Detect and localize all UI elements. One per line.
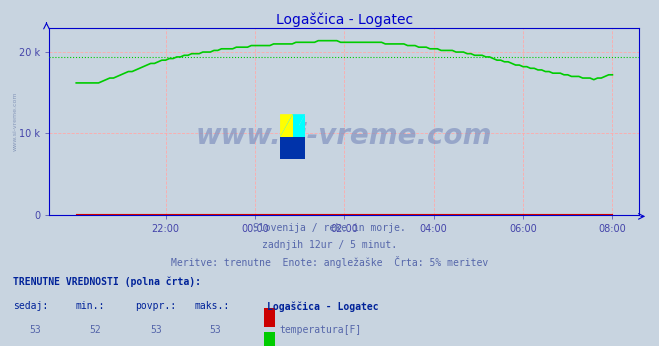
Text: TRENUTNE VREDNOSTI (polna črta):: TRENUTNE VREDNOSTI (polna črta): [13, 277, 201, 287]
Text: povpr.:: povpr.: [135, 301, 176, 311]
Title: Logaščica - Logatec: Logaščica - Logatec [275, 12, 413, 27]
Text: www.si-vreme.com: www.si-vreme.com [196, 122, 492, 150]
Polygon shape [280, 114, 293, 137]
Text: maks.:: maks.: [194, 301, 229, 311]
Text: Logaščica - Logatec: Logaščica - Logatec [267, 301, 378, 311]
Polygon shape [280, 137, 305, 159]
Polygon shape [280, 114, 293, 137]
Text: temperatura[F]: temperatura[F] [279, 325, 362, 335]
Text: zadnjih 12ur / 5 minut.: zadnjih 12ur / 5 minut. [262, 240, 397, 250]
Text: 53: 53 [210, 325, 221, 335]
Text: 53: 53 [150, 325, 162, 335]
Polygon shape [280, 114, 305, 137]
Polygon shape [293, 114, 305, 137]
Text: sedaj:: sedaj: [13, 301, 48, 311]
Text: Slovenija / reke in morje.: Slovenija / reke in morje. [253, 223, 406, 233]
Text: 52: 52 [89, 325, 101, 335]
Y-axis label: www.si-vreme.com: www.si-vreme.com [13, 91, 18, 151]
Text: Meritve: trenutne  Enote: angležaške  Črta: 5% meritev: Meritve: trenutne Enote: angležaške Črta… [171, 256, 488, 268]
Polygon shape [280, 114, 293, 137]
Polygon shape [293, 114, 305, 137]
Text: min.:: min.: [76, 301, 105, 311]
Text: 53: 53 [30, 325, 42, 335]
